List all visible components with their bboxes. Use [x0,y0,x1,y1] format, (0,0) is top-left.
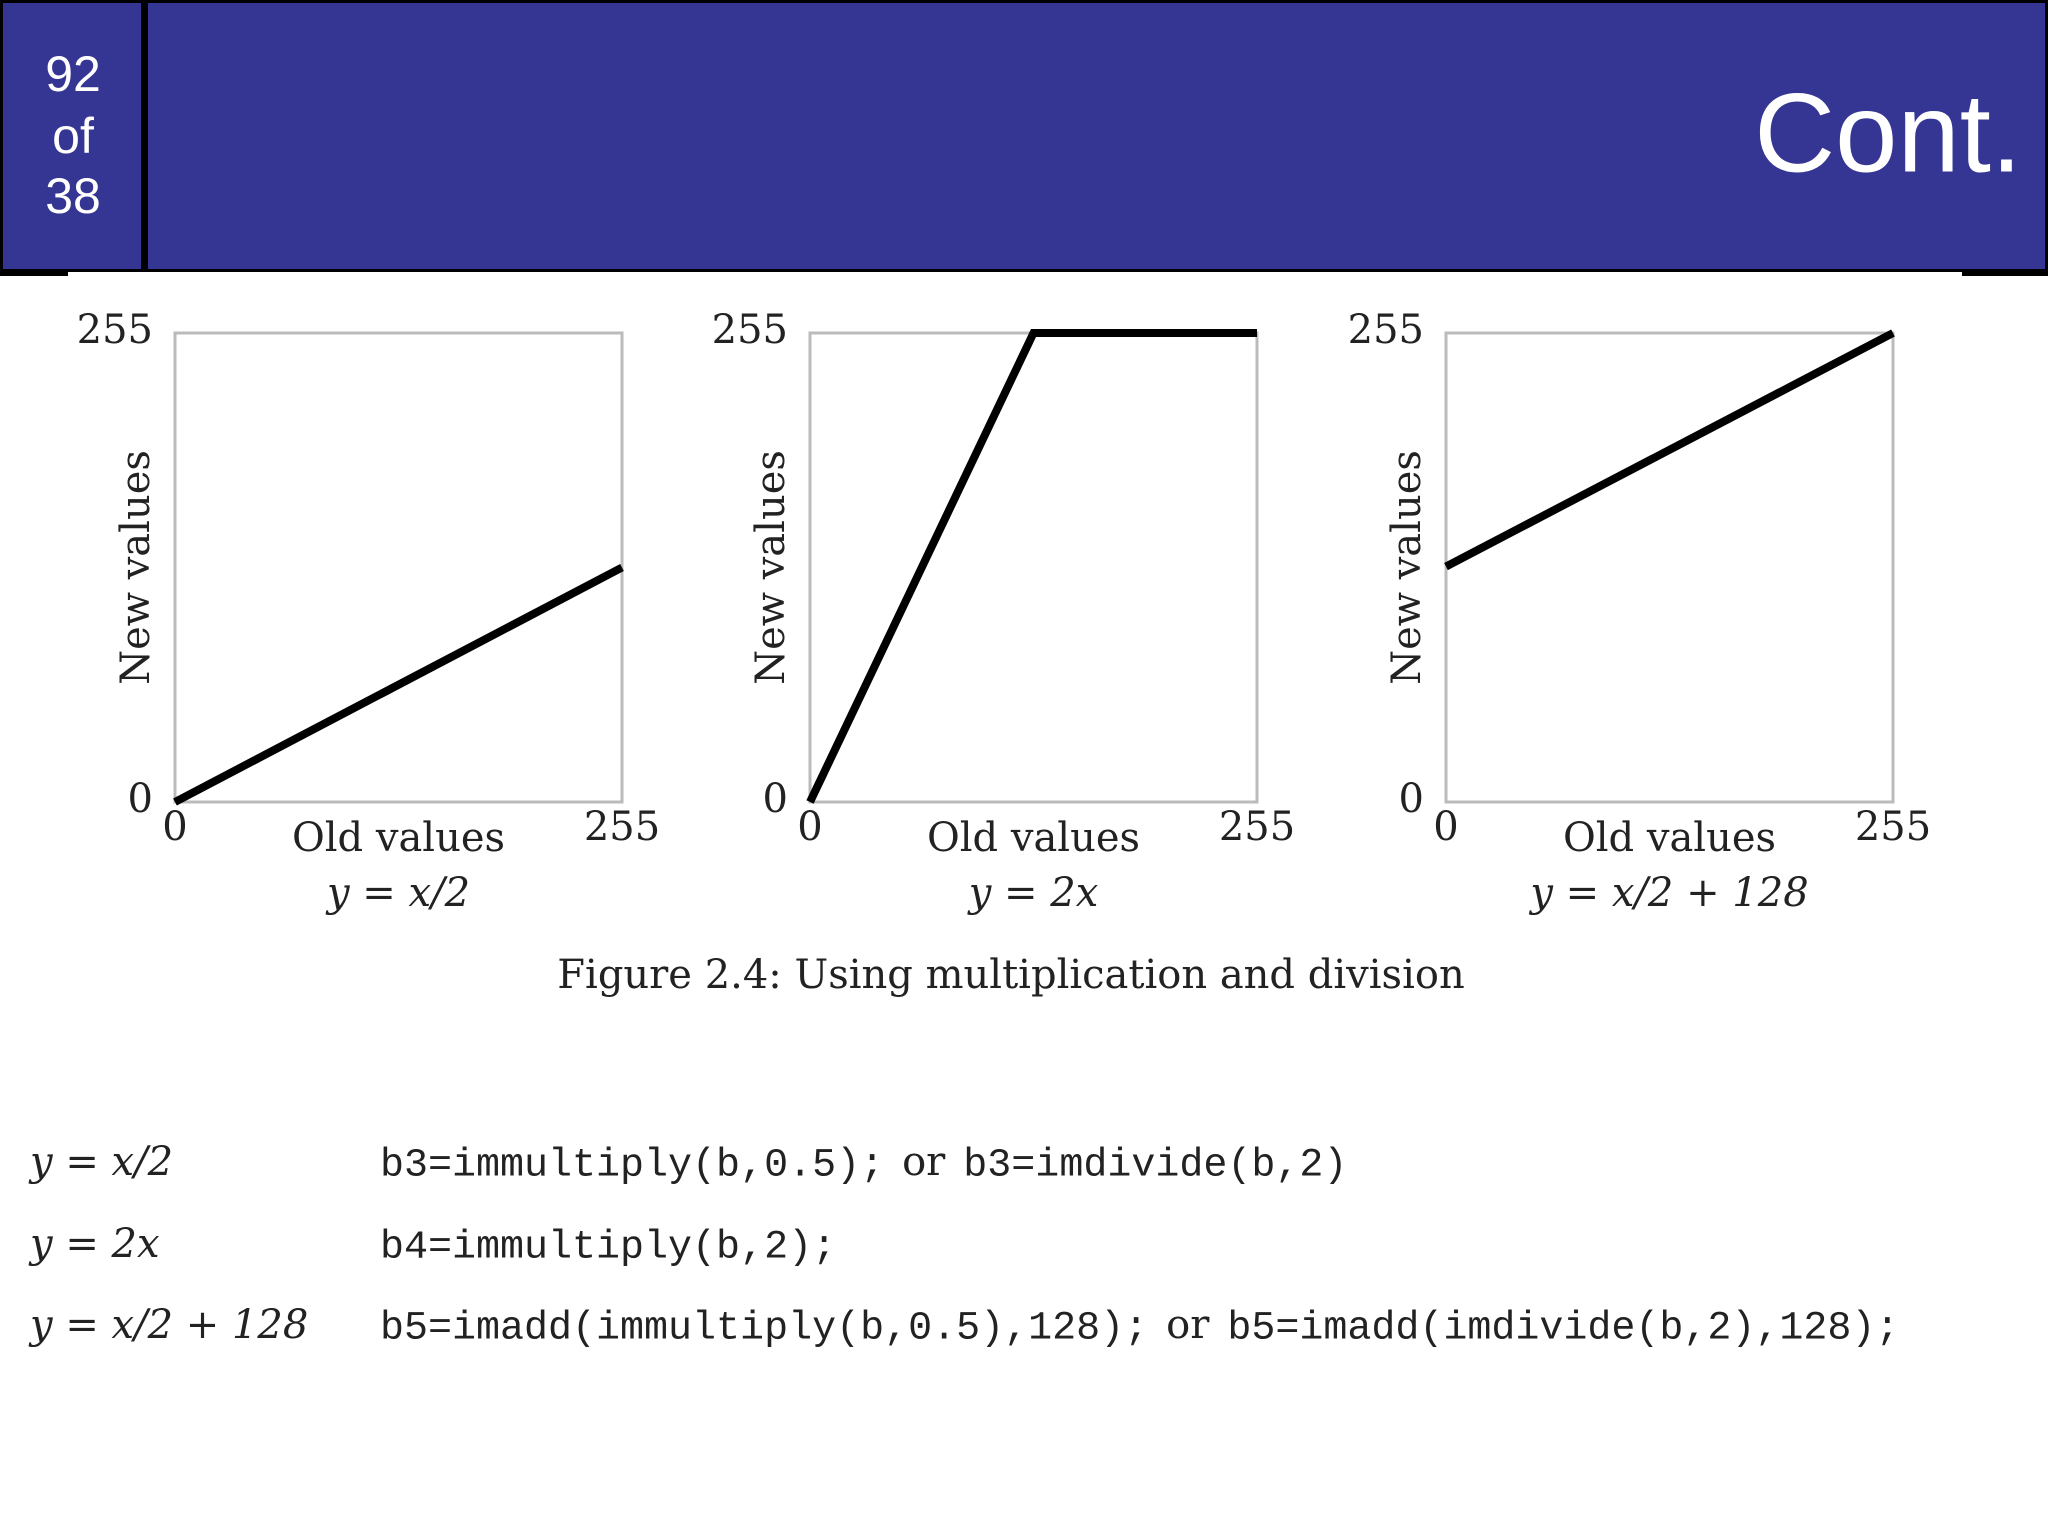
page-of: of [52,108,94,164]
y-tick-label: 0 [763,776,788,822]
y-axis-label: New values [748,450,794,685]
x-tick-label: 0 [1433,804,1458,850]
code-connector: or [1166,1302,1210,1348]
x-tick-label: 0 [797,804,822,850]
code-snippet: b3=immultiply(b,0.5); [380,1144,884,1189]
plot-frame [173,331,624,804]
code-snippet: b3=imdivide(b,2) [963,1144,1347,1189]
code-snippet: b4=immultiply(b,2); [380,1226,836,1271]
code-connector: or [902,1139,946,1185]
plot-frame [808,331,1259,804]
y-tick-label: 0 [128,776,153,822]
equation: y = 2x [28,1221,160,1267]
x-tick-label: 0 [162,804,187,850]
chart-subtitle: y = 2x [967,870,1099,916]
y-axis-label: New values [113,450,159,685]
page-total: 38 [45,168,101,224]
data-line [1444,329,1895,571]
y-tick-label: 255 [77,307,153,353]
x-tick-label: 255 [1219,804,1295,850]
header-gap [68,272,1962,282]
code-snippet: b5=imadd(imdivide(b,2),128); [1227,1307,1899,1352]
y-tick-label: 0 [1399,776,1424,822]
y-tick-label: 255 [712,307,788,353]
equation: y = x/2 + 128 [28,1302,308,1348]
x-axis-label: Old values [927,815,1140,861]
x-axis-label: Old values [292,815,505,861]
chart-subtitle: y = x/2 [325,870,470,916]
plot-frame [1444,331,1895,804]
header-band [148,3,2045,269]
page-box [3,3,141,269]
y-tick-label: 255 [1348,307,1424,353]
page-number: 92 [45,46,101,102]
equation: y = x/2 [28,1139,173,1185]
data-line [173,563,624,806]
y-axis-label: New values [1384,450,1430,685]
data-line [806,329,1257,804]
x-tick-label: 255 [584,804,660,850]
chart-subtitle: y = x/2 + 128 [1528,870,1808,916]
slide-title: Cont. [1754,71,2022,196]
code-snippet: b5=imadd(immultiply(b,0.5),128); [380,1307,1148,1352]
figure-caption: Figure 2.4: Using multiplication and div… [557,952,1464,998]
x-tick-label: 255 [1855,804,1931,850]
x-axis-label: Old values [1563,815,1776,861]
